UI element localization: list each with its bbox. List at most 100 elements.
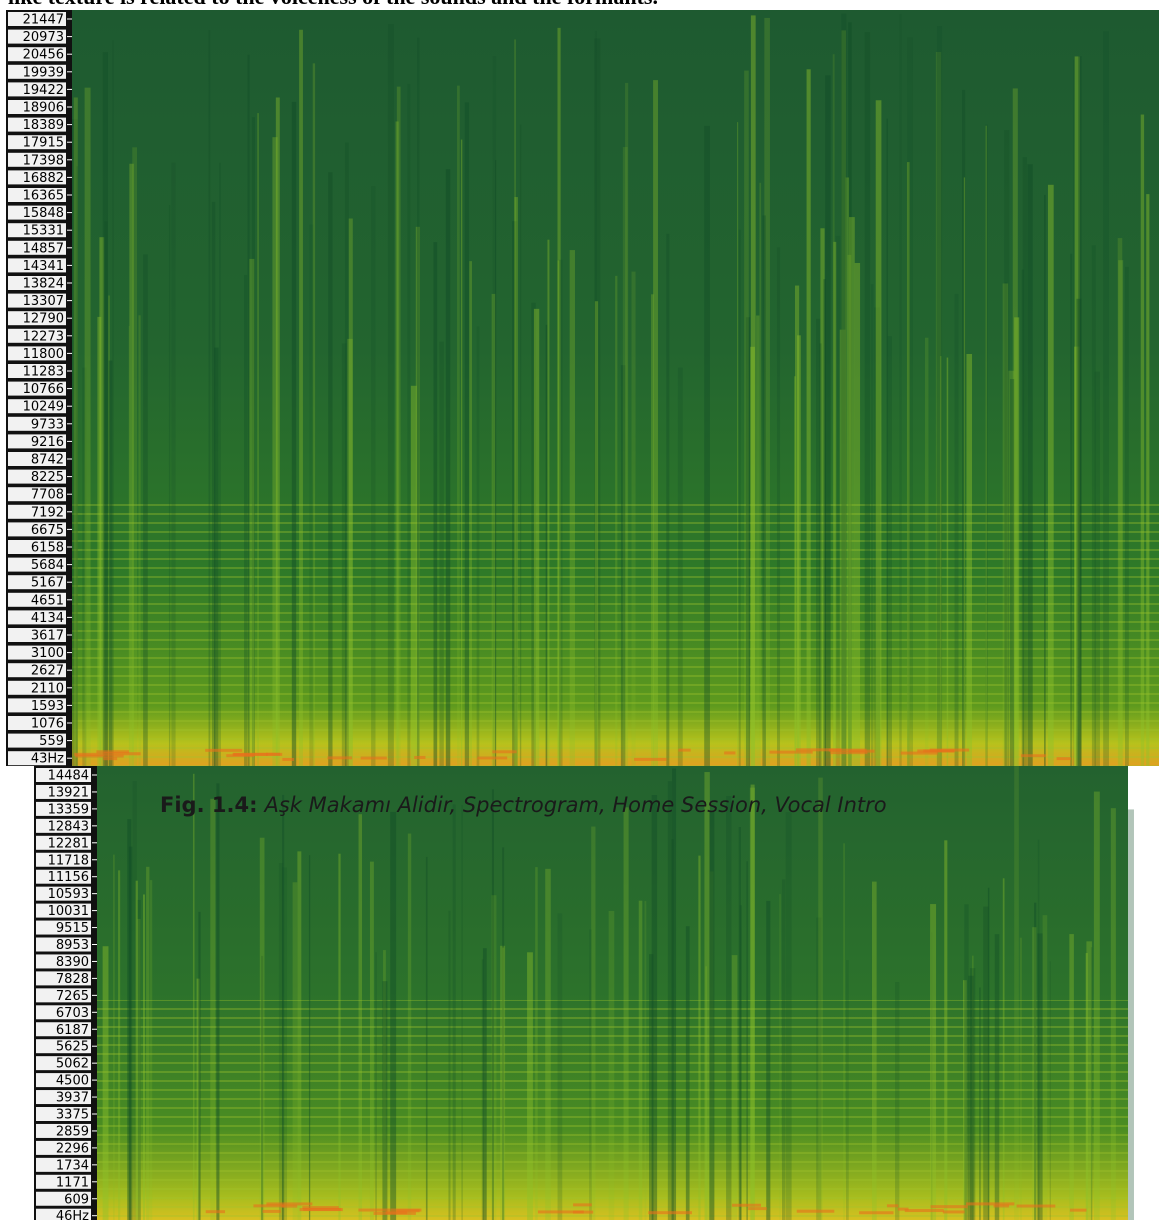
spectral-stripe [1022, 157, 1027, 767]
label-box [36, 971, 91, 986]
frequency-label: 10031 [48, 904, 89, 919]
spectral-stripe [839, 329, 846, 766]
spectral-stripe [104, 221, 108, 766]
spectral-stripe [129, 163, 134, 766]
energy-burst [302, 1206, 339, 1210]
energy-burst [1020, 754, 1046, 758]
spectral-stripe [874, 307, 881, 766]
label-box [8, 205, 66, 220]
spectral-stripe [820, 228, 825, 766]
spectral-stripe [972, 955, 974, 1220]
label-box [8, 276, 66, 290]
frequency-label: 6158 [31, 541, 64, 556]
spectral-stripe [1094, 371, 1100, 766]
spectral-stripe [491, 895, 497, 1220]
spectral-stripe [653, 80, 658, 766]
spectral-stripe [219, 162, 221, 766]
spectral-stripe [278, 863, 284, 1220]
label-box [8, 47, 66, 62]
label-box [8, 100, 66, 114]
energy-burst [103, 752, 141, 756]
spectral-stripe [906, 162, 910, 766]
frequency-label: 5167 [31, 576, 64, 591]
frequency-label: 13824 [23, 277, 64, 292]
energy-burst [897, 1207, 909, 1211]
label-box [36, 784, 91, 799]
energy-burst [360, 756, 387, 760]
spectral-stripe [433, 242, 438, 767]
label-box [36, 1056, 91, 1071]
spectral-stripe [1037, 933, 1043, 1220]
spectral-stripe [547, 239, 550, 766]
frequency-label: 2110 [31, 681, 64, 696]
spectral-stripe [985, 125, 987, 767]
label-box [36, 954, 91, 969]
spectral-stripe [1034, 902, 1037, 1220]
spectral-stripe [845, 177, 850, 766]
energy-burst [327, 756, 353, 760]
spectral-stripe [297, 851, 302, 1220]
spectral-stripe [797, 335, 801, 766]
spectral-stripe [196, 978, 200, 1220]
label-box [8, 663, 66, 678]
spectral-stripe [1008, 370, 1015, 766]
spectral-stripe [407, 833, 412, 1220]
spectral-stripe [371, 186, 376, 766]
spectral-stripe [671, 839, 674, 1220]
frequency-label: 12790 [23, 312, 64, 327]
spectral-stripe [870, 284, 874, 766]
spectral-stripe [1073, 59, 1075, 766]
spectral-stripe [764, 17, 770, 766]
label-box [36, 1022, 91, 1037]
spectral-stripe [930, 904, 937, 1220]
label-box [8, 135, 66, 150]
energy-burst [1016, 1204, 1056, 1208]
label-box [36, 835, 91, 850]
spectral-stripe [848, 22, 852, 767]
spectral-stripe [143, 254, 148, 767]
spectral-stripe [864, 32, 871, 766]
spectral-stripe [137, 899, 141, 1220]
spectral-stripe [476, 326, 480, 766]
label-box [8, 716, 66, 730]
spectral-stripe [781, 879, 786, 1220]
label-box [8, 733, 66, 748]
spectral-stripe [591, 826, 596, 1220]
frequency-label: 8953 [56, 938, 89, 953]
spectral-stripe [623, 807, 629, 1220]
spectral-stripe [936, 26, 943, 767]
spectral-stripe [1127, 809, 1134, 1220]
frequency-label: 14341 [23, 259, 64, 274]
label-box [8, 628, 66, 642]
energy-burst [205, 1210, 226, 1214]
spectral-stripe [113, 854, 115, 1220]
spectral-stripe [382, 981, 388, 1220]
spectral-stripe [275, 97, 280, 767]
label-box [8, 258, 66, 273]
spectral-stripe [1103, 31, 1109, 766]
spectral-stripe [806, 69, 811, 766]
spectral-stripe [439, 341, 444, 766]
spectral-stripe [638, 900, 643, 1220]
spectral-stripe [1146, 194, 1150, 767]
label-box [8, 416, 66, 431]
energy-burst [414, 755, 426, 759]
spectral-stripe [1009, 379, 1015, 766]
spectral-stripe [931, 932, 933, 1220]
label-box [8, 540, 66, 554]
spectral-stripe [816, 917, 822, 1220]
spectral-stripe [672, 768, 677, 1220]
spectral-stripe [502, 947, 505, 1220]
energy-burst [678, 748, 691, 752]
spectral-stripe [282, 794, 285, 1220]
spectral-stripe [348, 218, 353, 766]
label-box [36, 937, 91, 952]
spectral-stripe [299, 29, 303, 767]
spectral-stripe [1004, 130, 1010, 767]
energy-burst [103, 757, 118, 761]
spectral-stripe [464, 102, 470, 767]
energy-burst [262, 1209, 281, 1213]
spectral-stripe [739, 905, 742, 1220]
energy-burst [226, 754, 255, 758]
spectral-stripe [1076, 298, 1082, 766]
